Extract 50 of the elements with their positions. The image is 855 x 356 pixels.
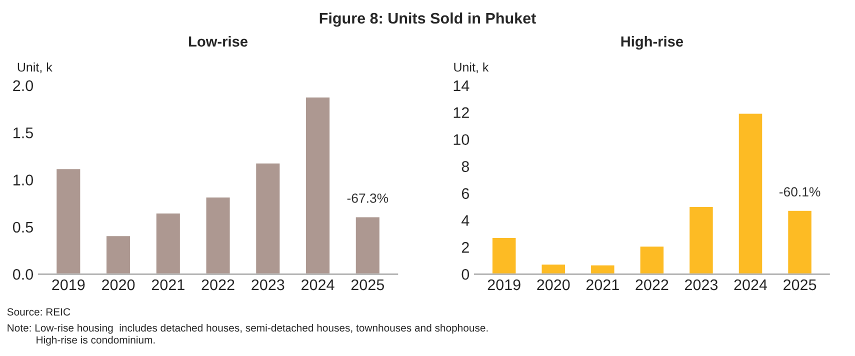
- bar: [688, 206, 714, 274]
- y-tick-label: 0: [462, 268, 470, 280]
- x-tick-label: 2025: [351, 279, 384, 290]
- caption: Figure 8: Units Sold in Phuket: [320, 12, 536, 27]
- x-tick-label: 2023: [684, 279, 718, 290]
- x-tick-label: 2022: [636, 279, 668, 290]
- y-tick-label: 1.5: [14, 128, 33, 138]
- bar: [204, 196, 232, 274]
- y-tick-label: 2.0: [13, 80, 34, 92]
- y-tick-label: 12: [454, 107, 469, 118]
- x-tick-label: 2019: [488, 279, 520, 290]
- bar: [254, 162, 282, 274]
- y-tick-label: 1.0: [14, 174, 34, 186]
- x-tick-label: 2024: [302, 279, 334, 290]
- y-axis-title: Unit, k: [454, 62, 489, 74]
- x-tick-label: 2020: [537, 279, 570, 290]
- bar: [304, 96, 331, 274]
- bar: [105, 234, 132, 274]
- y-tick-label: 8: [462, 161, 469, 172]
- x-tick-label: 2023: [252, 279, 284, 290]
- bar: [354, 216, 381, 274]
- annotation: -67.3%: [347, 194, 388, 203]
- y-tick-label: 14: [454, 80, 470, 91]
- bar: [737, 112, 764, 274]
- bar: [590, 264, 616, 274]
- y-tick-label: 2: [462, 242, 469, 253]
- x-tick-label: 2021: [152, 279, 184, 290]
- bar: [638, 245, 665, 274]
- x-tick-label: 2020: [102, 279, 135, 290]
- x-tick-label: 2019: [52, 279, 85, 290]
- y-tick-label: 10: [454, 134, 470, 146]
- bar: [540, 263, 566, 274]
- x-tick-label: 2022: [202, 279, 234, 290]
- y-tick-label: 6: [462, 188, 469, 199]
- y-axis-title: Unit, k: [18, 62, 52, 74]
- y-tick-label: 0.5: [12, 222, 33, 233]
- y-tick-label: 4: [462, 215, 470, 226]
- y-tick-label: 0.0: [12, 268, 34, 280]
- bar: [55, 168, 82, 274]
- source-note: Source: REIC: [7, 308, 70, 316]
- chart-title: High-rise: [621, 36, 684, 50]
- x-tick-label: 2025: [784, 279, 816, 290]
- bar: [786, 210, 813, 274]
- text: Note: Low-rise housing includes detached houses, semi-detached houses, townhouses and shophouse. High-rise is condominium.: [8, 324, 488, 346]
- bar: [491, 236, 518, 274]
- annotation: -60.1%: [779, 187, 820, 197]
- chart-title: Low-rise: [189, 36, 248, 47]
- x-tick-label: 2024: [734, 279, 768, 290]
- bar: [154, 212, 182, 274]
- x-tick-label: 2021: [586, 279, 619, 290]
